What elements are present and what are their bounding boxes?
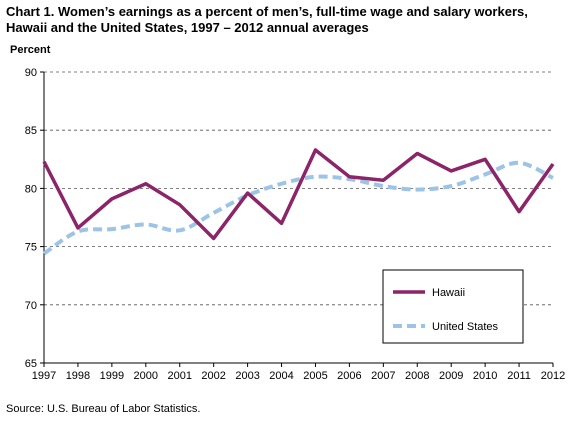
x-tick-label-1998: 1998	[66, 370, 90, 382]
x-tick-label-2010: 2010	[473, 370, 497, 382]
x-tick-label-2004: 2004	[269, 370, 293, 382]
x-tick-label-2011: 2011	[507, 370, 531, 382]
y-axis-ticks: 65 70 75 80 85 90	[25, 67, 44, 370]
x-axis-ticks: 1997 1998 1999 2000 2001 2002 2003 2004 2005 2006…	[32, 363, 565, 382]
x-tick-label-2008: 2008	[405, 370, 429, 382]
y-tick-label-70: 70	[25, 300, 37, 312]
legend-label-united-states: United States	[432, 321, 499, 333]
gridlines	[43, 71, 553, 364]
x-tick-label-2012: 2012	[541, 370, 565, 382]
x-tick-label-1997: 1997	[32, 370, 56, 382]
legend-label-hawaii: Hawaii	[432, 287, 465, 299]
x-tick-label-1999: 1999	[100, 370, 124, 382]
source-note: Source: U.S. Bureau of Labor Statistics.	[6, 403, 201, 415]
x-tick-label-2003: 2003	[235, 370, 259, 382]
y-axis-label: Percent	[10, 44, 51, 56]
x-tick-label-2001: 2001	[167, 370, 191, 382]
chart-title: Chart 1. Women’s earnings as a percent o…	[6, 4, 528, 35]
y-tick-label-80: 80	[25, 183, 37, 195]
legend: Hawaii United States	[382, 269, 524, 344]
x-tick-label-2005: 2005	[303, 370, 327, 382]
y-tick-label-90: 90	[25, 67, 37, 79]
series-line-hawaii	[42, 148, 555, 241]
y-tick-label-65: 65	[25, 358, 37, 370]
x-tick-label-2009: 2009	[439, 370, 463, 382]
x-tick-label-2007: 2007	[371, 370, 395, 382]
y-tick-label-75: 75	[25, 242, 37, 254]
series-lines	[42, 148, 555, 256]
legend-box	[382, 269, 524, 344]
x-tick-label-2000: 2000	[134, 370, 158, 382]
x-tick-label-2002: 2002	[201, 370, 225, 382]
x-tick-label-2006: 2006	[337, 370, 361, 382]
series-line-united-states	[42, 160, 554, 256]
line-chart: 65 70 75 80 85 90 1997 1998 1999 2000 2001 2002 200…	[25, 67, 565, 382]
y-tick-label-85: 85	[25, 125, 37, 137]
